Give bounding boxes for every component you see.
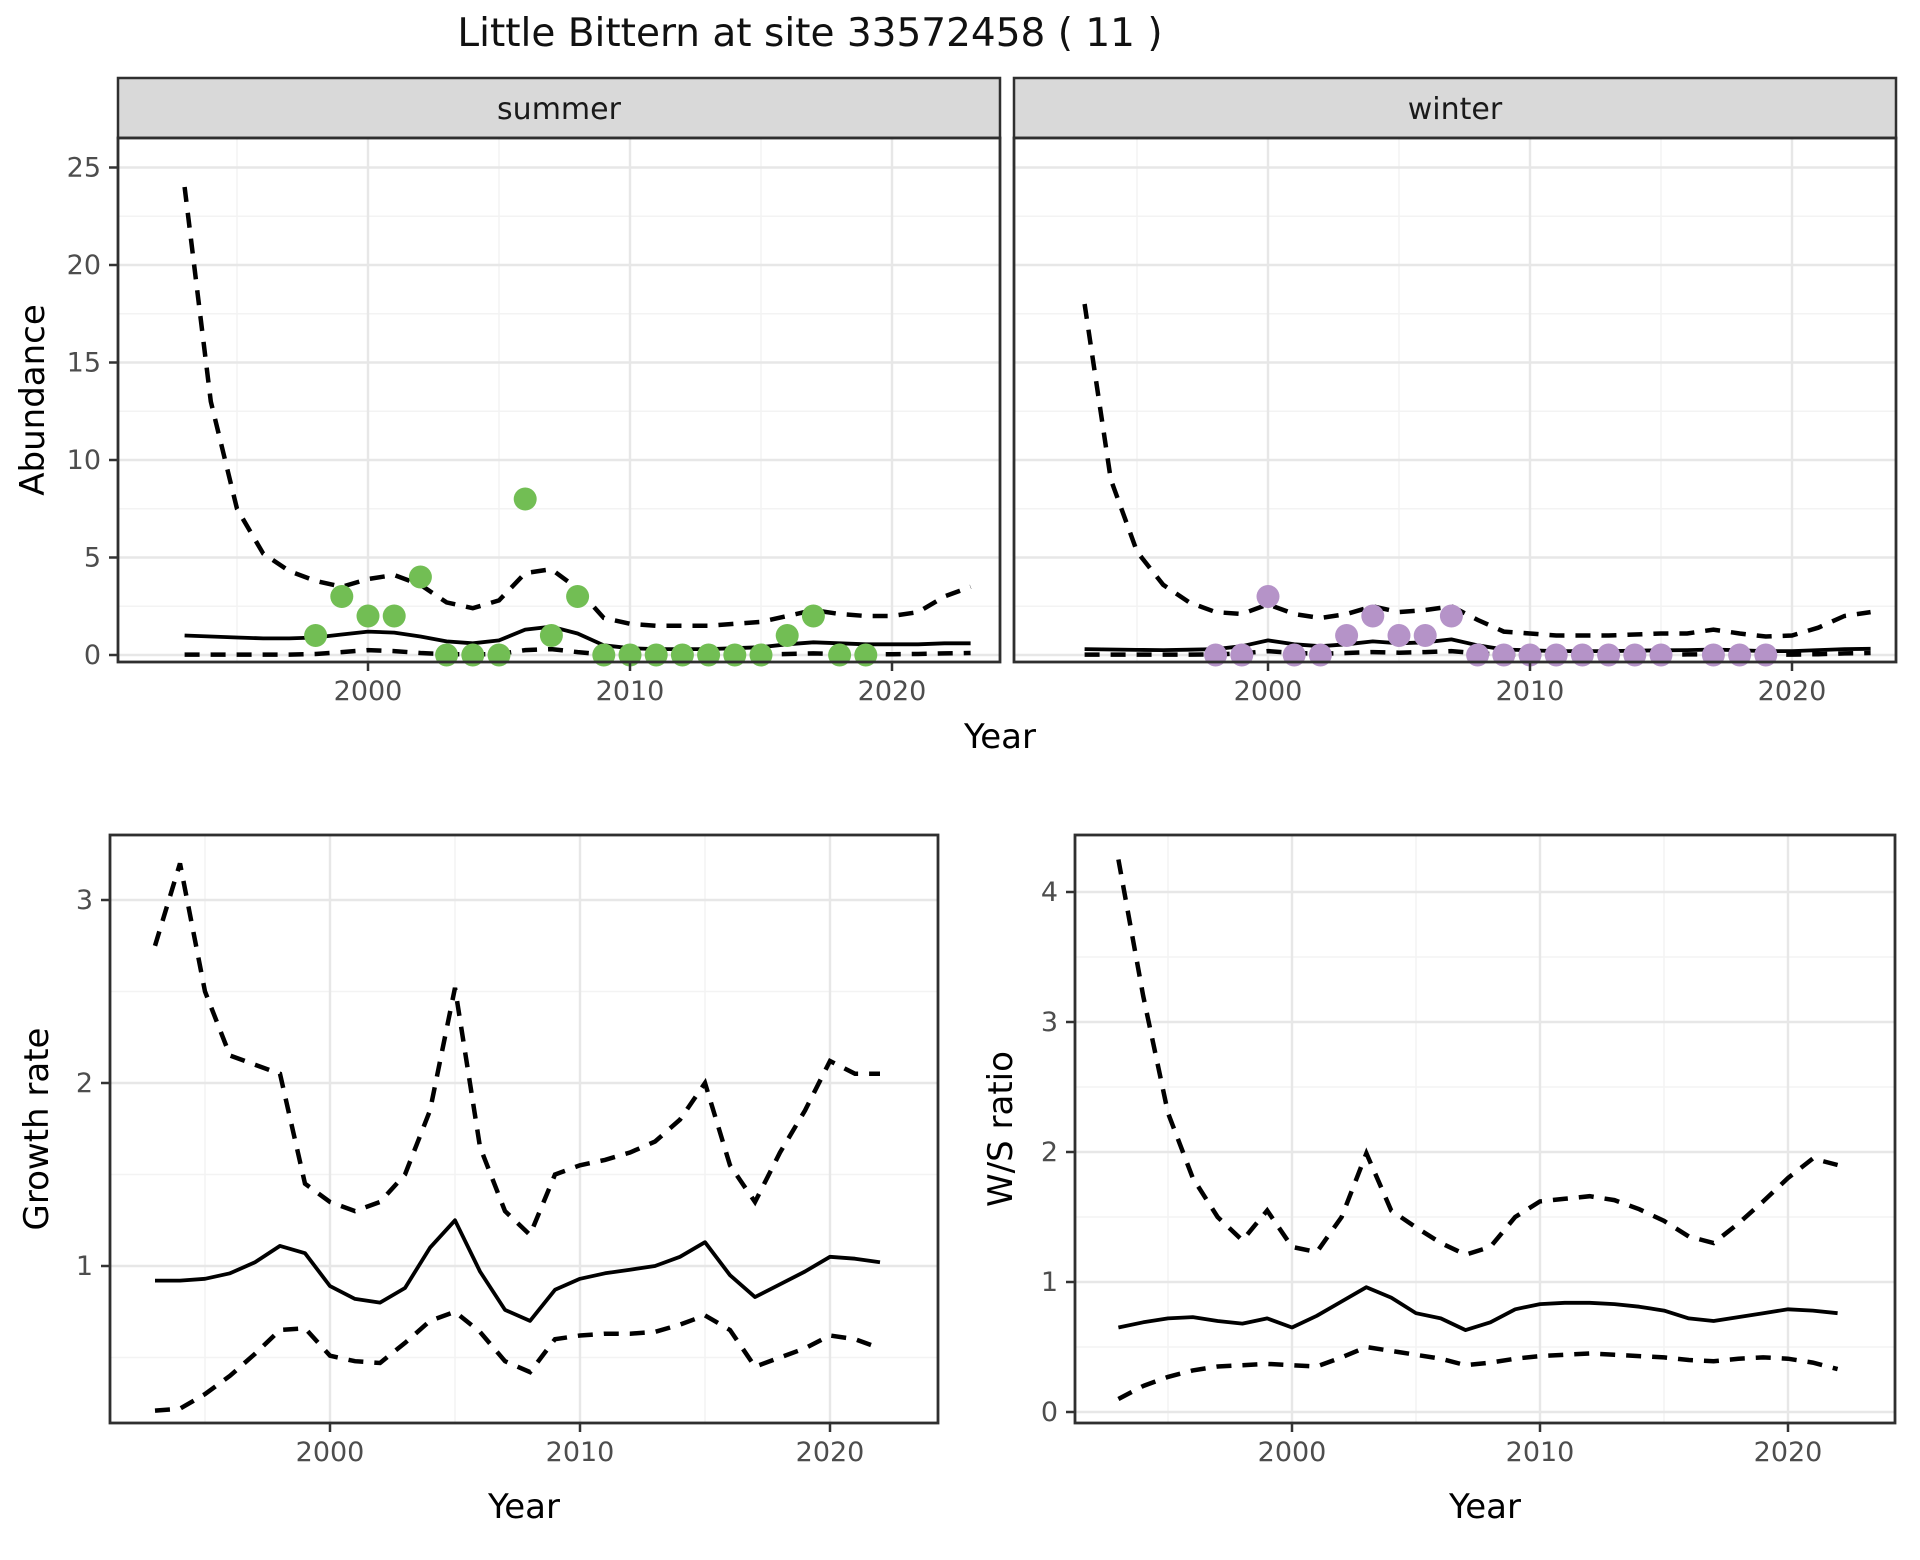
data-point — [513, 487, 537, 511]
ci-lower-line — [1117, 1344, 1839, 1401]
strip-background — [1012, 76, 1898, 140]
data-point — [408, 565, 432, 589]
x-axis-title-year-top: Year — [963, 717, 1036, 757]
x-tick-label: 2010 — [546, 1437, 615, 1468]
x-tick-label: 2020 — [1758, 676, 1827, 707]
x-axis-title-year-ws: Year — [1448, 1487, 1521, 1527]
x-axis-title-year-growth: Year — [487, 1487, 560, 1527]
y-tick-label: 4 — [1041, 877, 1058, 908]
data-point — [382, 604, 406, 628]
y-axis-title-ws-ratio: W/S ratio — [981, 1051, 1021, 1207]
y-tick-label: 2 — [76, 1068, 93, 1099]
mean-line — [1118, 1285, 1838, 1332]
plot-title: Little Bittern at site 33572458 ( 11 ) — [457, 11, 1162, 56]
panel-background — [110, 835, 938, 1423]
y-axis-title-growth-rate: Growth rate — [17, 1028, 57, 1231]
facet-strip-summer: summer — [116, 76, 1002, 140]
y-tick-label: 3 — [1041, 1007, 1058, 1038]
x-tick-label: 2000 — [296, 1437, 365, 1468]
y-tick-label: 0 — [1041, 1397, 1058, 1428]
panel-background — [1014, 138, 1896, 662]
panel-border — [1012, 136, 1898, 664]
strip-label-summer: summer — [497, 92, 622, 127]
y-tick-label: 2 — [1041, 1137, 1058, 1168]
y-tick-label: 15 — [67, 348, 101, 379]
y-tick-label: 1 — [1041, 1267, 1058, 1298]
data-point — [1413, 624, 1437, 647]
y-tick-label: 0 — [84, 640, 101, 671]
ci-upper-line — [1116, 859, 1839, 1258]
ci-upper-line — [1082, 303, 1871, 639]
strip-label-winter: winter — [1408, 92, 1503, 127]
data-point — [1387, 624, 1411, 647]
panel-background — [1075, 835, 1895, 1423]
y-tick-label: 25 — [67, 153, 101, 184]
y-axis-title-abundance: Abundance — [13, 304, 53, 496]
data-point — [1335, 624, 1359, 647]
mean-line — [155, 1218, 881, 1323]
panel-border — [108, 833, 940, 1425]
y-tick-label: 10 — [67, 445, 101, 476]
data-point — [801, 604, 825, 628]
panel-abundance-summer: 2000 2010 2020 0 5 10 15 20 25 — [67, 136, 1002, 707]
x-tick-label: 2020 — [858, 676, 927, 707]
panel-border — [1073, 833, 1897, 1425]
data-point — [1256, 585, 1280, 608]
y-tick-label: 20 — [67, 250, 101, 281]
strip-background — [116, 76, 1002, 140]
y-tick-label: 5 — [84, 543, 101, 574]
x-tick-label: 2010 — [596, 676, 665, 707]
y-tick-label: 3 — [76, 885, 93, 916]
data-point — [304, 624, 328, 647]
panel-border — [116, 136, 1002, 664]
x-tick-label: 2020 — [1754, 1437, 1823, 1468]
y-tick-label: 1 — [76, 1251, 93, 1282]
data-point — [539, 624, 563, 647]
panel-abundance-winter: 2000 2010 2020 — [1012, 136, 1898, 707]
x-tick-label: 2010 — [1506, 1437, 1575, 1468]
x-tick-label: 2020 — [796, 1437, 865, 1468]
x-tick-label: 2000 — [1258, 1437, 1327, 1468]
data-point — [1439, 604, 1463, 628]
facet-strip-winter: winter — [1012, 76, 1898, 140]
data-point — [330, 585, 354, 608]
panel-ws-ratio: 2000 2010 2020 0 1 2 3 4 — [1041, 833, 1897, 1468]
data-point — [566, 585, 590, 608]
data-point — [356, 604, 380, 628]
x-tick-label: 2000 — [1234, 676, 1303, 707]
data-point — [775, 624, 799, 647]
panel-growth-rate: 2000 2010 2020 1 2 3 — [76, 833, 940, 1468]
data-point — [1361, 604, 1385, 628]
x-tick-label: 2010 — [1496, 676, 1565, 707]
x-tick-label: 2000 — [334, 676, 403, 707]
